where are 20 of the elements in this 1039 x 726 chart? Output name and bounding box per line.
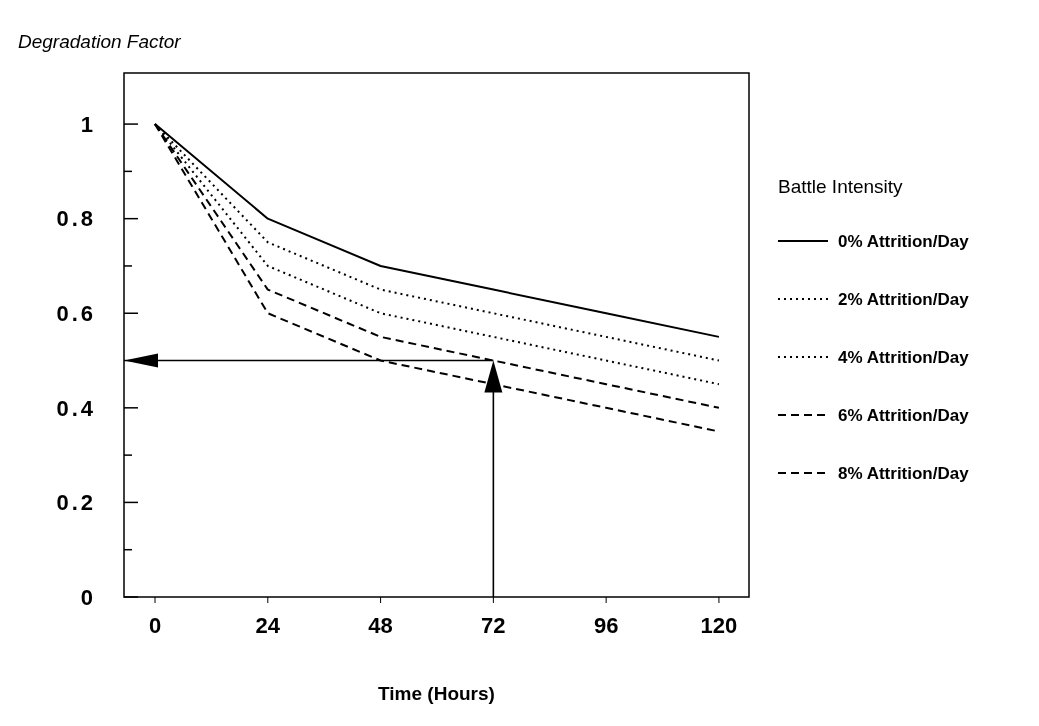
x-tick-label: 24 [255, 613, 281, 638]
x-tick-label: 0 [148, 613, 162, 638]
legend-label: 6% Attrition/Day [838, 405, 970, 425]
x-tick-label: 48 [368, 613, 393, 638]
legend-label: 8% Attrition/Day [838, 463, 970, 483]
x-tick-label: 96 [593, 613, 619, 638]
x-tick-label: 72 [481, 613, 506, 638]
y-axis-title: Degradation Factor [18, 31, 182, 52]
y-tick-label: 0.4 [56, 395, 96, 421]
y-tick-label: 0.8 [56, 206, 96, 232]
legend-label: 4% Attrition/Day [838, 347, 970, 367]
legend-title: Battle Intensity [778, 176, 904, 197]
y-tick-label: 0 [80, 584, 96, 610]
y-tick-label: 0.2 [56, 490, 96, 516]
x-tick-label: 120 [700, 613, 738, 638]
legend-label: 0% Attrition/Day [838, 231, 970, 251]
y-tick-label: 1 [80, 111, 96, 137]
legend-label: 2% Attrition/Day [838, 289, 970, 309]
x-axis-title: Time (Hours) [378, 683, 495, 704]
y-tick-label: 0.6 [56, 300, 96, 326]
